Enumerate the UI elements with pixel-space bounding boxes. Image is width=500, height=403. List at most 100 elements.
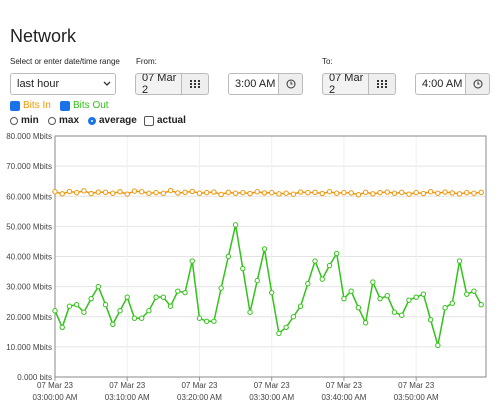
point bbox=[138, 315, 145, 321]
legend-label: Bits Out bbox=[73, 100, 109, 111]
from-time[interactable]: 3:00 AM bbox=[228, 73, 279, 95]
point bbox=[66, 188, 73, 195]
point bbox=[196, 190, 203, 196]
point bbox=[81, 188, 87, 194]
chart: 0.000 bits 10.000 Mbits 20.000 Mbits 30.000… bbox=[6, 132, 487, 402]
point bbox=[52, 308, 58, 314]
clock-button[interactable] bbox=[466, 73, 490, 95]
point bbox=[232, 190, 239, 196]
x-tick-label: 07 Mar 23 bbox=[254, 381, 291, 390]
checkbox-checked bbox=[10, 100, 20, 111]
point bbox=[240, 265, 246, 272]
point bbox=[319, 190, 325, 197]
point bbox=[254, 189, 260, 195]
checkbox-checked bbox=[60, 100, 70, 111]
point bbox=[334, 250, 340, 257]
point bbox=[370, 191, 376, 197]
from-date[interactable]: 07 Mar 2 bbox=[135, 73, 182, 95]
range-select[interactable]: last hour bbox=[10, 73, 116, 95]
to-time[interactable]: 4:00 AM bbox=[415, 73, 466, 95]
actual-option[interactable]: actual bbox=[144, 115, 186, 126]
point bbox=[413, 294, 419, 300]
point bbox=[88, 295, 94, 302]
point bbox=[117, 308, 123, 314]
point bbox=[189, 188, 195, 195]
point bbox=[427, 317, 434, 323]
point bbox=[442, 189, 448, 195]
mode-option[interactable]: max bbox=[48, 115, 79, 126]
point bbox=[399, 189, 405, 196]
mode-label: max bbox=[59, 115, 80, 126]
point bbox=[341, 295, 347, 302]
point bbox=[247, 190, 253, 197]
point bbox=[478, 302, 484, 308]
point bbox=[124, 191, 130, 197]
y-tick-label: 40.000 Mbits bbox=[6, 253, 52, 262]
point bbox=[377, 295, 383, 302]
point bbox=[326, 189, 333, 195]
point bbox=[138, 189, 145, 195]
radio bbox=[48, 116, 56, 125]
point bbox=[377, 189, 383, 196]
x-tick-label: 07 Mar 23 bbox=[326, 381, 363, 390]
point bbox=[167, 303, 174, 309]
clock-button[interactable] bbox=[279, 73, 303, 95]
y-tick-label: 30.000 Mbits bbox=[6, 283, 52, 292]
point bbox=[88, 190, 94, 197]
legend-item[interactable]: Bits Out bbox=[60, 100, 109, 111]
to-date[interactable]: 07 Mar 2 bbox=[322, 73, 369, 95]
point bbox=[175, 288, 181, 294]
y-tick-label: 60.000 Mbits bbox=[6, 192, 52, 201]
point bbox=[131, 188, 138, 194]
y-tick-label: 80.000 Mbits bbox=[6, 132, 52, 141]
point bbox=[297, 189, 304, 195]
chevron bbox=[103, 81, 111, 86]
point bbox=[182, 289, 188, 296]
point bbox=[269, 189, 275, 196]
point bbox=[66, 303, 73, 309]
mode-label: min bbox=[21, 115, 39, 126]
point bbox=[341, 189, 347, 196]
point bbox=[420, 190, 427, 197]
point bbox=[471, 190, 477, 196]
point bbox=[167, 187, 174, 194]
x-tick-label: 07 Mar 23 bbox=[181, 381, 218, 390]
point bbox=[326, 262, 333, 269]
x-tick-label: 03:00:00 AM bbox=[33, 393, 78, 402]
point bbox=[196, 315, 203, 321]
x-tick-label: 03:40:00 AM bbox=[321, 393, 366, 402]
mode-option[interactable]: min bbox=[10, 115, 39, 126]
actual-label: actual bbox=[157, 115, 186, 126]
calendar-button[interactable] bbox=[182, 73, 209, 95]
point bbox=[160, 294, 167, 300]
point bbox=[218, 285, 224, 291]
point bbox=[203, 318, 210, 324]
point bbox=[384, 292, 390, 299]
calendar-button[interactable] bbox=[369, 73, 396, 95]
point bbox=[456, 258, 463, 264]
point bbox=[290, 314, 297, 320]
y-tick-label: 20.000 Mbits bbox=[6, 313, 52, 322]
point bbox=[406, 297, 412, 303]
point bbox=[348, 190, 354, 196]
point bbox=[81, 309, 87, 315]
point bbox=[435, 342, 441, 349]
point bbox=[102, 302, 109, 308]
legend-item[interactable]: Bits In bbox=[10, 100, 51, 111]
y-tick-label: 10.000 Mbits bbox=[6, 343, 52, 352]
point bbox=[290, 191, 297, 197]
point bbox=[399, 312, 405, 318]
point bbox=[456, 191, 463, 197]
point bbox=[160, 190, 167, 196]
point bbox=[427, 189, 434, 195]
checkbox bbox=[144, 115, 154, 126]
point bbox=[276, 330, 282, 337]
mode-option[interactable]: average bbox=[88, 115, 137, 126]
point bbox=[146, 308, 152, 314]
point bbox=[276, 191, 282, 197]
point bbox=[110, 190, 116, 196]
radio bbox=[88, 116, 96, 125]
point bbox=[225, 189, 232, 196]
point bbox=[73, 302, 80, 308]
